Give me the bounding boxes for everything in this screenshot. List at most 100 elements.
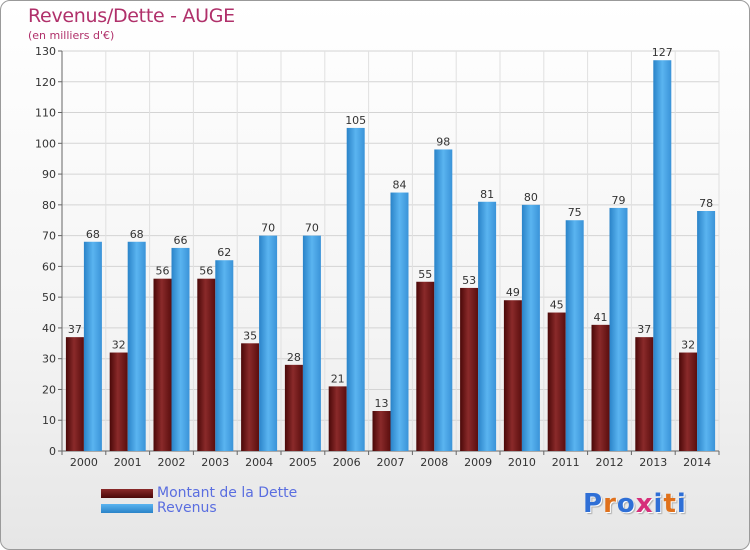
- x-tick-label: 2005: [289, 456, 317, 469]
- data-label: 37: [637, 323, 651, 336]
- bar-debt: [372, 411, 391, 451]
- bar-debt: [679, 352, 698, 451]
- bar-revenue: [478, 201, 497, 451]
- logo-letter: i: [676, 489, 687, 519]
- logo-letter: t: [663, 489, 677, 519]
- x-tick-label: 2013: [639, 456, 667, 469]
- y-tick-label: 110: [35, 107, 56, 120]
- y-tick-label: 130: [35, 45, 56, 58]
- bar-debt: [591, 324, 610, 451]
- data-label: 84: [393, 179, 407, 192]
- data-label: 80: [524, 191, 538, 204]
- bar-debt: [109, 352, 128, 451]
- data-label: 55: [418, 268, 432, 281]
- y-tick-label: 80: [42, 199, 56, 212]
- legend-label-debt: Montant de la Dette: [157, 485, 298, 501]
- data-label: 81: [480, 188, 494, 201]
- data-label: 49: [506, 286, 520, 299]
- data-label: 68: [86, 228, 100, 241]
- bar-revenue: [127, 241, 146, 451]
- data-label: 13: [375, 397, 389, 410]
- x-tick-label: 2003: [201, 456, 229, 469]
- y-tick-label: 0: [49, 445, 56, 458]
- y-tick-label: 100: [35, 137, 56, 150]
- data-label: 79: [612, 194, 626, 207]
- legend-label-revenue: Revenus: [157, 500, 217, 516]
- data-label: 53: [462, 274, 476, 287]
- x-tick-label: 2004: [245, 456, 273, 469]
- x-tick-label: 2002: [158, 456, 186, 469]
- bar-debt: [547, 312, 566, 451]
- data-label: 75: [568, 206, 582, 219]
- bar-debt: [416, 281, 435, 451]
- y-tick-label: 120: [35, 76, 56, 89]
- x-tick-label: 2011: [552, 456, 580, 469]
- x-tick-label: 2000: [70, 456, 98, 469]
- y-tick-label: 10: [42, 414, 56, 427]
- data-label: 70: [261, 222, 275, 235]
- bar-debt: [241, 343, 260, 451]
- bar-debt: [503, 300, 522, 451]
- x-tick-label: 2007: [377, 456, 405, 469]
- bar-debt: [197, 278, 216, 451]
- x-tick-label: 2009: [464, 456, 492, 469]
- x-tick-label: 2008: [420, 456, 448, 469]
- logo-letter: i: [653, 489, 664, 519]
- y-tick-label: 20: [42, 383, 56, 396]
- data-label: 56: [199, 265, 213, 278]
- bar-revenue: [434, 149, 453, 451]
- chart-legend: Montant de la Dette Revenus: [101, 485, 361, 516]
- legend-item-debt: Montant de la Dette: [101, 485, 361, 501]
- y-tick-label: 70: [42, 230, 56, 243]
- data-label: 32: [681, 339, 695, 352]
- logo-letter: P: [583, 489, 604, 519]
- bar-revenue: [697, 211, 716, 451]
- legend-swatch-revenue: [101, 504, 153, 513]
- logo-letter: r: [603, 489, 617, 519]
- data-label: 68: [130, 228, 144, 241]
- bar-revenue: [302, 235, 321, 451]
- y-tick-label: 50: [42, 291, 56, 304]
- bar-revenue: [609, 207, 628, 451]
- x-tick-label: 2012: [596, 456, 624, 469]
- proxiti-logo: Proxiti: [583, 489, 687, 519]
- bar-revenue: [653, 60, 672, 451]
- x-tick-label: 2006: [333, 456, 361, 469]
- bar-revenue: [565, 220, 584, 451]
- data-label: 56: [156, 265, 170, 278]
- logo-letter: x: [635, 489, 654, 519]
- data-label: 35: [243, 329, 257, 342]
- bar-debt: [65, 337, 84, 451]
- bar-debt: [153, 278, 172, 451]
- data-label: 127: [652, 46, 673, 59]
- y-tick-label: 90: [42, 168, 56, 181]
- legend-item-revenue: Revenus: [101, 500, 361, 516]
- chart-subtitle: (en milliers d'€): [28, 29, 115, 42]
- data-label: 37: [68, 323, 82, 336]
- bar-revenue: [390, 192, 409, 452]
- bar-debt: [328, 386, 347, 451]
- y-tick-label: 30: [42, 353, 56, 366]
- x-tick-label: 2010: [508, 456, 536, 469]
- y-tick-label: 40: [42, 322, 56, 335]
- data-label: 28: [287, 351, 301, 364]
- data-label: 45: [550, 299, 564, 312]
- bar-revenue: [171, 247, 190, 451]
- data-label: 62: [217, 246, 231, 259]
- bar-revenue: [83, 241, 102, 451]
- bar-revenue: [521, 204, 540, 451]
- bar-revenue: [259, 235, 278, 451]
- chart-title: Revenus/Dette - AUGE: [28, 5, 235, 27]
- bar-revenue: [346, 127, 365, 451]
- bar-revenue: [215, 260, 234, 451]
- legend-swatch-debt: [101, 489, 153, 498]
- bar-debt: [460, 287, 479, 451]
- x-tick-label: 2001: [114, 456, 142, 469]
- data-label: 66: [174, 234, 188, 247]
- data-label: 32: [112, 339, 126, 352]
- bar-debt: [284, 364, 303, 451]
- data-label: 21: [331, 372, 345, 385]
- logo-letter: o: [616, 489, 636, 519]
